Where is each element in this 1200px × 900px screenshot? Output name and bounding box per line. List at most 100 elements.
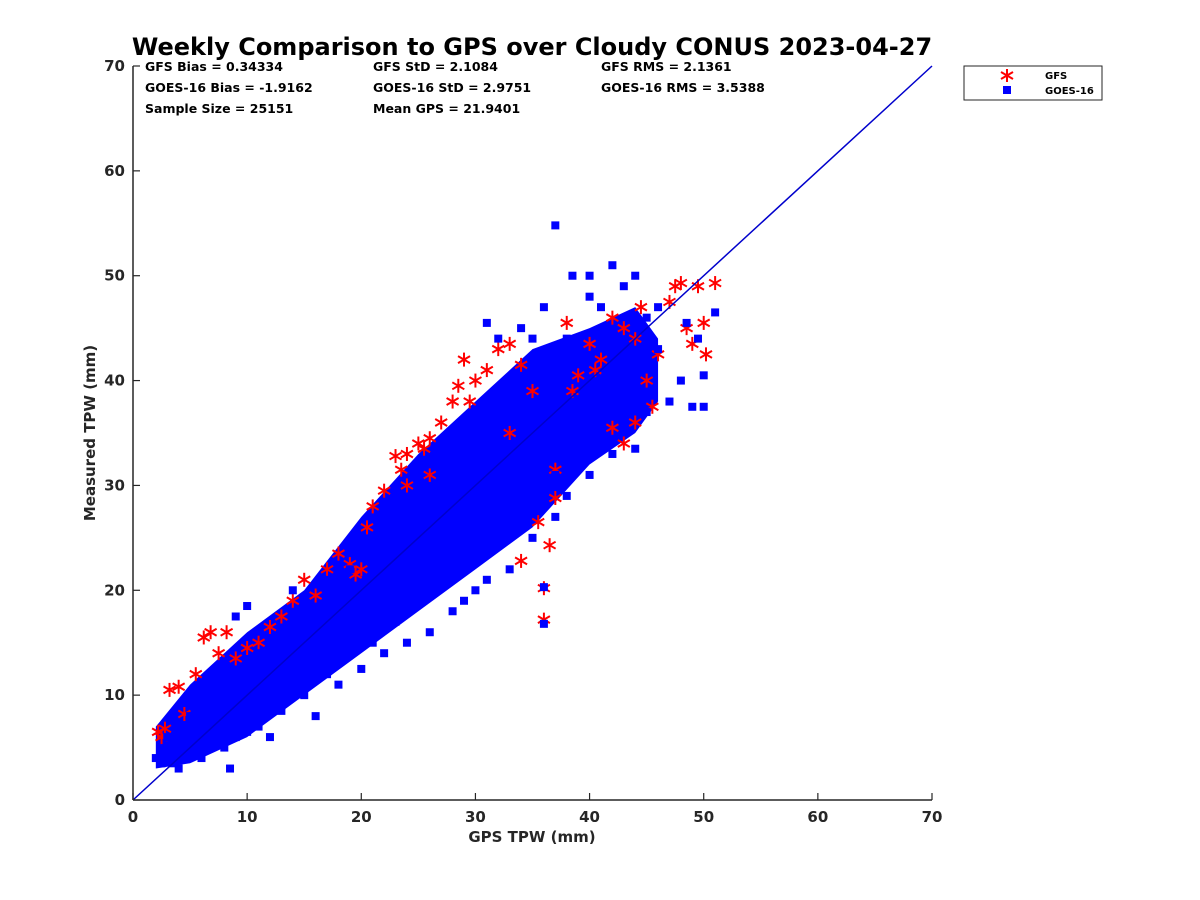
gfs-point [297,572,311,587]
goes-16-point [574,449,583,458]
gfs-point [605,310,619,325]
gfs-point [617,436,631,451]
goes-16-dense-cloud [155,307,659,769]
goes-16-point [357,544,366,553]
goes-16-point [380,649,389,658]
goes-16-point [682,318,691,327]
stats-block: GFS Bias = 0.34334 GFS StD = 2.1084 GFS … [145,59,765,116]
goes-16-point [699,371,708,380]
goes-16-point [203,712,212,721]
goes-16-point [551,470,560,479]
y-tick-label: 50 [104,267,125,285]
goes-16-point [608,261,617,270]
goes-16-point [619,282,628,291]
legend-box [963,65,1103,101]
goes-16-point [505,565,514,574]
goes-16-point [362,607,371,616]
goes-16-point [517,376,526,385]
goes-16-point [460,554,469,563]
goes-16-point [654,303,663,312]
plot-area [132,65,933,801]
goes-16-point [345,565,354,574]
goes-16-point [254,712,263,721]
y-tick-label: 40 [104,372,125,390]
goes-16-point [243,602,252,611]
goes-16-point [517,324,526,333]
x-tick-label: 20 [351,808,372,826]
gfs-point [366,499,380,514]
legend-goes-marker-icon [1003,86,1011,94]
gfs-point [240,640,254,655]
stat-gfs-rms: GFS RMS = 2.1361 [601,59,732,74]
gfs-point [548,491,562,506]
goes-16-point [642,408,651,417]
goes-16-point [482,575,491,584]
x-tick-label: 10 [237,808,258,826]
goes-16-point [300,680,309,689]
goes-16-point [654,345,663,354]
goes-16-point [494,334,503,343]
x-tick-label: 0 [128,808,138,826]
goes-16-point [562,334,571,343]
goes-16-point [471,586,480,595]
goes-16-point [402,502,411,511]
goes-16-point [562,376,571,385]
gfs-point [377,483,391,498]
goes-16-point [414,596,423,605]
goes-16-point [208,738,217,747]
gfs-point [434,415,448,430]
goes-16-point [226,701,235,710]
legend-gfs-label: GFS [1045,71,1067,82]
gfs-point [172,679,186,694]
goes-16-point [608,449,617,458]
goes-16-point [231,722,240,731]
legend-gfs-marker-icon [1000,69,1014,82]
gfs-point [634,300,648,315]
gfs-point [605,420,619,435]
gfs-point [451,378,465,393]
goes-16-point [437,575,446,584]
gfs-point [560,315,574,330]
goes-16-point [186,712,195,721]
goes-16-point [471,408,480,417]
goes-16-point [494,397,503,406]
goes-16-point [271,680,280,689]
goes-16-point [505,376,514,385]
goes-16-point [277,706,286,715]
y-tick-label: 30 [104,476,125,494]
goes-16-point [208,691,217,700]
gfs-point [628,415,642,430]
goes-16-point [665,397,674,406]
goes-16-point [688,402,697,411]
goes-16-point [539,355,548,364]
goes-16-point [317,649,326,658]
goes-16-point [294,670,303,679]
goes-16-point [539,583,548,592]
goes-16-point [277,701,286,710]
x-axis-ticks: 0 10 20 30 40 50 60 70 [128,793,943,826]
gfs-point [320,562,334,577]
goes-16-point [311,712,320,721]
gfs-point [189,667,203,682]
gfs-point [674,276,688,291]
goes-16-point [551,512,560,521]
gfs-point [583,336,597,351]
goes-16-point [676,376,685,385]
goes-16-point [254,722,263,731]
goes-16-point [631,271,640,280]
gfs-point [197,630,211,645]
goes-16-point [539,619,548,628]
gfs-point [503,336,517,351]
goes-16-point [608,345,617,354]
gfs-point [697,315,711,330]
goes-16-point [357,664,366,673]
gfs-point [617,321,631,336]
goes-16-point [277,628,286,637]
x-tick-label: 70 [922,808,943,826]
goes-16-point [385,586,394,595]
gfs-point [417,441,431,456]
y-tick-label: 10 [104,686,125,704]
x-tick-label: 30 [465,808,486,826]
goes-16-point [425,628,434,637]
goes-16-point [380,523,389,532]
